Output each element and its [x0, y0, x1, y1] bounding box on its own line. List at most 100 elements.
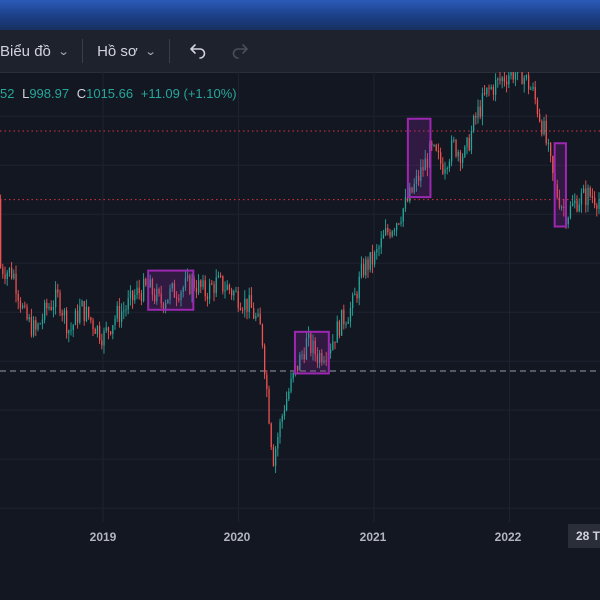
- candle-body: [545, 120, 547, 144]
- chevron-down-icon: ⌄: [57, 45, 70, 58]
- candle-body: [349, 307, 352, 322]
- candle-body: [528, 75, 530, 90]
- candle-body: [242, 309, 244, 311]
- candle-body: [534, 86, 536, 100]
- candle-body: [380, 238, 382, 248]
- candle-body: [206, 296, 209, 300]
- candle-body: [224, 289, 226, 292]
- candle-body: [198, 280, 200, 293]
- candle-body: [312, 340, 314, 353]
- candle-body: [506, 81, 508, 85]
- candle-body: [316, 354, 319, 363]
- undo-icon: [190, 44, 206, 59]
- candle-body: [374, 252, 376, 265]
- candle-body: [129, 290, 132, 299]
- candle-body: [402, 208, 404, 222]
- candle-body: [444, 168, 446, 174]
- candle-body: [279, 421, 281, 438]
- candle-body: [569, 205, 572, 218]
- candle-body: [360, 264, 363, 277]
- candle-body: [250, 295, 253, 308]
- low-label: L: [22, 86, 30, 101]
- candle-body: [290, 378, 292, 392]
- candle-body: [517, 72, 519, 73]
- candle-body: [270, 423, 272, 448]
- candle-body: [209, 283, 211, 300]
- candle-body: [409, 187, 411, 202]
- candle-body: [356, 293, 358, 299]
- candle-body: [30, 317, 33, 336]
- candle-body: [50, 306, 52, 310]
- candle-body: [512, 72, 514, 80]
- candle-body: [404, 197, 407, 209]
- candle-body: [165, 303, 167, 309]
- candle-body: [440, 152, 442, 164]
- candle-body: [125, 309, 127, 311]
- candle-body: [378, 247, 380, 249]
- undo-button[interactable]: [184, 37, 212, 65]
- candle-body: [255, 316, 257, 319]
- crosshair-date-label: 28 T: [568, 524, 600, 548]
- candle-body: [94, 328, 96, 334]
- candle-body: [552, 156, 554, 174]
- candle-body: [286, 399, 288, 411]
- candle-body: [63, 310, 66, 316]
- candle-body: [140, 293, 143, 302]
- candle-body: [330, 349, 332, 354]
- candle-body: [195, 288, 198, 293]
- candle-body: [41, 319, 44, 324]
- candle-body: [499, 78, 501, 81]
- candle-body: [389, 232, 391, 237]
- candle-body: [275, 448, 277, 466]
- candle-body: [176, 297, 178, 299]
- candle-body: [213, 284, 215, 294]
- candle-body: [28, 317, 30, 320]
- candle-body: [446, 168, 448, 170]
- candle-body: [202, 280, 204, 287]
- open-value-fragment: 52: [0, 86, 15, 101]
- candle-body: [510, 72, 512, 76]
- candle-body: [239, 308, 242, 310]
- candle-body: [81, 301, 83, 307]
- candle-body: [231, 289, 233, 296]
- candle-body: [44, 302, 46, 320]
- candle-body: [462, 156, 464, 163]
- redo-icon: [232, 44, 248, 59]
- candle-body: [178, 298, 180, 301]
- candle-body: [585, 188, 587, 206]
- price-chart[interactable]: [0, 72, 600, 522]
- candle-body: [336, 321, 338, 343]
- candle-body: [371, 252, 374, 265]
- candle-body: [288, 391, 290, 400]
- candle-body: [591, 196, 594, 198]
- candle-body: [466, 137, 468, 147]
- candle-body: [596, 205, 598, 209]
- x-axis[interactable]: 2019 2020 2021 2022: [0, 522, 600, 550]
- candle-body: [226, 284, 228, 290]
- candle-body: [92, 320, 94, 329]
- candle-body: [299, 354, 301, 371]
- candle-body: [15, 273, 17, 294]
- redo-button[interactable]: [226, 37, 254, 65]
- candle-body: [39, 323, 41, 325]
- candle-body: [525, 75, 528, 78]
- profile-menu[interactable]: Hồ sơ ⌄: [97, 43, 156, 60]
- candle-body: [248, 295, 250, 312]
- candle-body: [385, 228, 387, 236]
- chart-toolbar: Biểu đồ ⌄ Hồ sơ ⌄: [0, 30, 600, 73]
- candle-body: [17, 293, 19, 301]
- toolbar-divider: [82, 39, 84, 63]
- candle-body: [341, 309, 343, 336]
- candle-body: [468, 137, 470, 151]
- candle-body: [376, 248, 378, 253]
- candle-body: [134, 294, 136, 301]
- candle-body: [437, 150, 440, 153]
- x-tick-label: 2020: [223, 530, 251, 544]
- candle-body: [435, 144, 437, 151]
- candle-body: [563, 206, 565, 208]
- candle-body: [514, 72, 517, 80]
- candle-body: [22, 305, 24, 308]
- chart-menu[interactable]: Biểu đồ ⌄: [0, 43, 70, 60]
- candle-body: [398, 223, 400, 225]
- close-label: C: [76, 86, 87, 101]
